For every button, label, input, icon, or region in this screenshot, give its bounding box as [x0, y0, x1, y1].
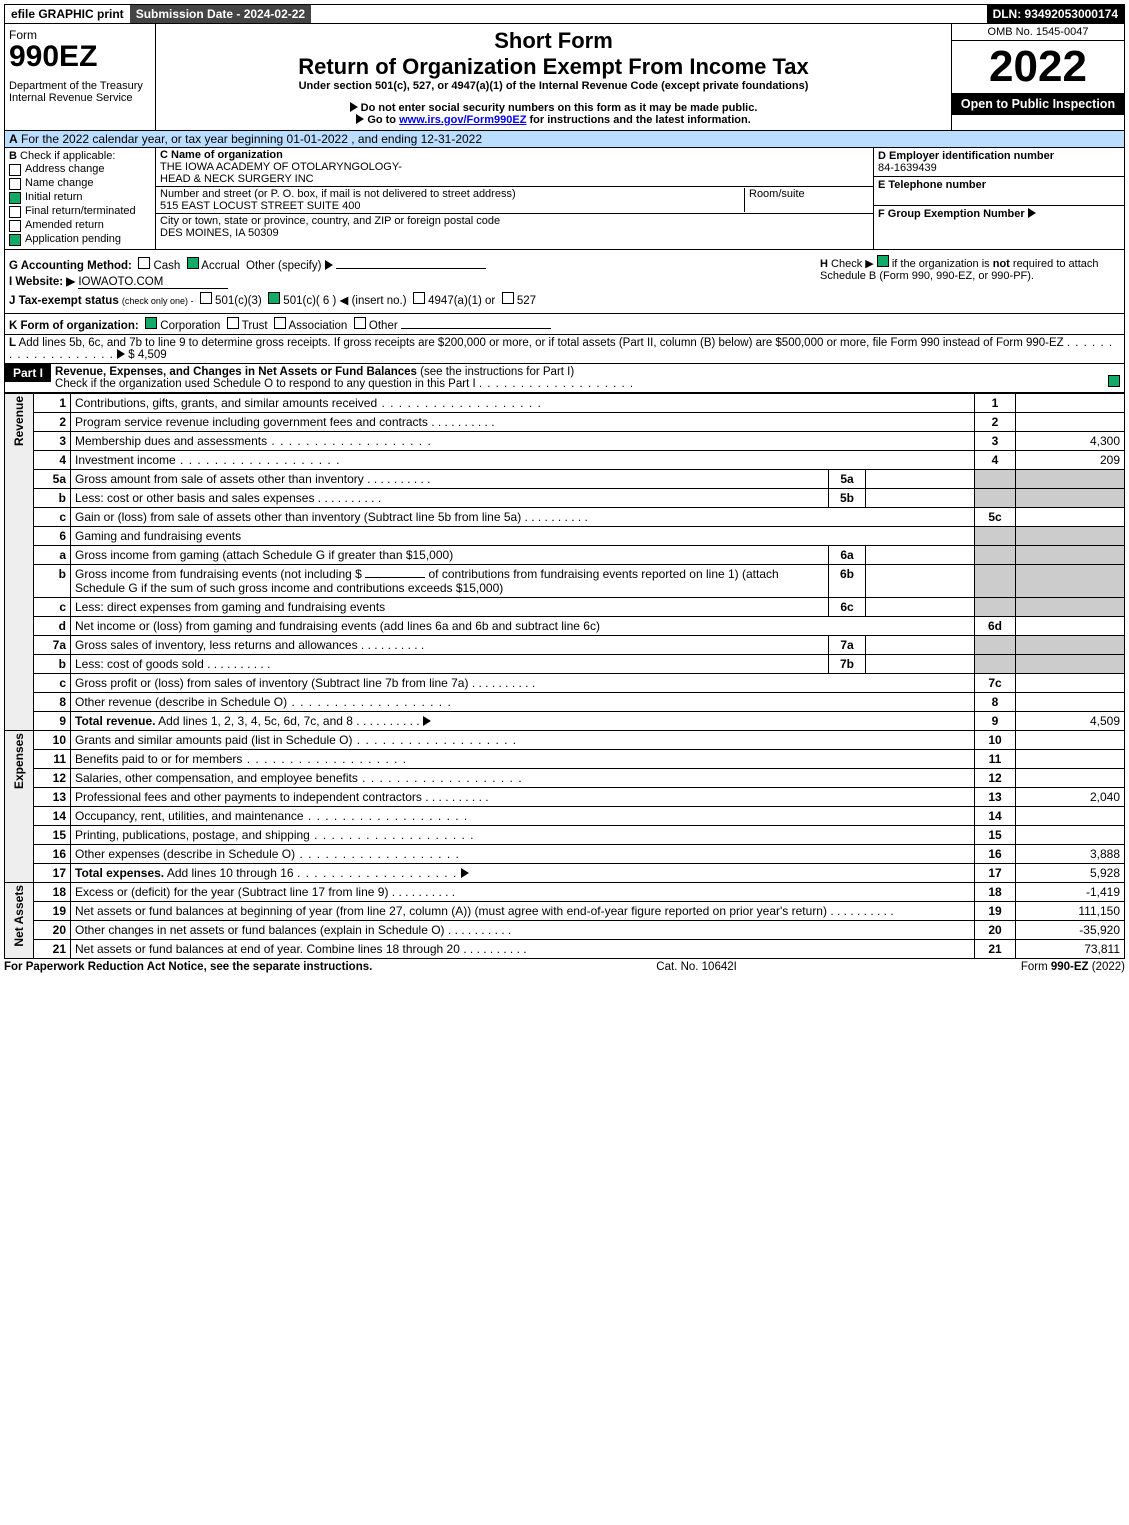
line19-amount: 111,150 [1016, 902, 1125, 921]
checkbox-final-return[interactable] [9, 206, 21, 218]
instruction-line-2: Go to www.irs.gov/Form990EZ for instruct… [162, 114, 945, 126]
org-name-2: HEAD & NECK SURGERY INC [160, 173, 869, 185]
telephone-label: E Telephone number [878, 179, 986, 191]
line20-amount: -35,920 [1016, 921, 1125, 940]
org-city: DES MOINES, IA 50309 [160, 227, 869, 239]
checkbox-accrual[interactable] [187, 257, 199, 269]
checkbox-other-org[interactable] [354, 317, 366, 329]
paperwork-notice: For Paperwork Reduction Act Notice, see … [4, 961, 372, 973]
instruction-line-1: Do not enter social security numbers on … [162, 102, 945, 114]
expenses-side-label: Expenses [5, 731, 34, 883]
lines-table: Revenue 1Contributions, gifts, grants, a… [4, 393, 1125, 959]
checkbox-501c[interactable] [268, 292, 280, 304]
triangle-icon [350, 102, 358, 112]
line3-amount: 4,300 [1016, 432, 1125, 451]
line13-amount: 2,040 [1016, 788, 1125, 807]
submission-date: Submission Date - 2024-02-22 [130, 5, 311, 23]
checkbox-application-pending[interactable] [9, 234, 21, 246]
triangle-icon [461, 868, 469, 878]
line16-amount: 3,888 [1016, 845, 1125, 864]
section-bcdef: B Check if applicable: Address change Na… [4, 148, 1125, 250]
cat-number: Cat. No. 10642I [372, 961, 1021, 973]
irs-label: Internal Revenue Service [9, 92, 151, 104]
checkbox-corporation[interactable] [145, 317, 157, 329]
triangle-icon [423, 716, 431, 726]
checkbox-schedule-o[interactable] [1108, 375, 1120, 387]
form-header: Form 990EZ Department of the Treasury In… [4, 24, 1125, 131]
row-l: L Add lines 5b, 6c, and 7b to line 9 to … [4, 335, 1125, 364]
row-h: H Check ▶ if the organization is not req… [820, 254, 1120, 282]
group-exemption-label: F Group Exemption Number [878, 208, 1025, 220]
org-name-1: THE IOWA ACADEMY OF OTOLARYNGOLOGY- [160, 161, 869, 173]
checkbox-initial-return[interactable] [9, 192, 21, 204]
checkbox-4947[interactable] [413, 292, 425, 304]
section-a: A For the 2022 calendar year, or tax yea… [4, 131, 1125, 148]
checkbox-527[interactable] [502, 292, 514, 304]
triangle-icon [117, 349, 125, 359]
checkbox-trust[interactable] [227, 317, 239, 329]
room-suite-label: Room/suite [745, 188, 869, 212]
triangle-icon [356, 114, 364, 124]
checkbox-name-change[interactable] [9, 178, 21, 190]
line18-amount: -1,419 [1016, 883, 1125, 902]
top-bar: efile GRAPHIC print Submission Date - 20… [4, 4, 1125, 24]
revenue-side-label: Revenue [5, 394, 34, 731]
checkbox-address-change[interactable] [9, 164, 21, 176]
form-number: 990EZ [9, 42, 151, 72]
row-j: J Tax-exempt status (check only one) - 5… [9, 291, 1120, 307]
line17-amount: 5,928 [1016, 864, 1125, 883]
checkbox-association[interactable] [274, 317, 286, 329]
org-street: 515 EAST LOCUST STREET SUITE 400 [160, 200, 740, 212]
line21-amount: 73,811 [1016, 940, 1125, 959]
checkbox-h[interactable] [877, 255, 889, 267]
section-b: B Check if applicable: Address change Na… [5, 148, 156, 249]
netassets-side-label: Net Assets [5, 883, 34, 959]
triangle-icon [1028, 208, 1036, 218]
line1-amount [1016, 394, 1125, 413]
section-c: C Name of organization THE IOWA ACADEMY … [156, 148, 873, 249]
website: IOWAOTO.COM [78, 276, 228, 289]
form-ref: Form 990-EZ (2022) [1021, 961, 1125, 973]
triangle-icon [325, 260, 333, 270]
gross-receipts: $ 4,509 [128, 349, 166, 361]
row-k: K Form of organization: Corporation Trus… [4, 314, 1125, 335]
dln: DLN: 93492053000174 [987, 5, 1124, 23]
part1-header: Part I Revenue, Expenses, and Changes in… [4, 364, 1125, 393]
line9-amount: 4,509 [1016, 712, 1125, 731]
line4-amount: 209 [1016, 451, 1125, 470]
omb-number: OMB No. 1545-0047 [952, 24, 1124, 41]
footer: For Paperwork Reduction Act Notice, see … [4, 959, 1125, 975]
tax-year: 2022 [952, 41, 1124, 93]
checkbox-amended-return[interactable] [9, 220, 21, 232]
section-def: D Employer identification number 84-1639… [873, 148, 1124, 249]
section-ghij: G Accounting Method: Cash Accrual Other … [4, 250, 1125, 314]
checkbox-cash[interactable] [138, 257, 150, 269]
efile-label[interactable]: efile GRAPHIC print [5, 5, 130, 23]
under-section: Under section 501(c), 527, or 4947(a)(1)… [162, 80, 945, 92]
open-public-inspection: Open to Public Inspection [952, 93, 1124, 115]
ein: 84-1639439 [878, 162, 937, 174]
short-form-title: Short Form [162, 28, 945, 54]
irs-link[interactable]: www.irs.gov/Form990EZ [399, 114, 526, 126]
line2-amount [1016, 413, 1125, 432]
return-title: Return of Organization Exempt From Incom… [162, 54, 945, 80]
dept-treasury: Department of the Treasury [9, 80, 151, 92]
checkbox-501c3[interactable] [200, 292, 212, 304]
